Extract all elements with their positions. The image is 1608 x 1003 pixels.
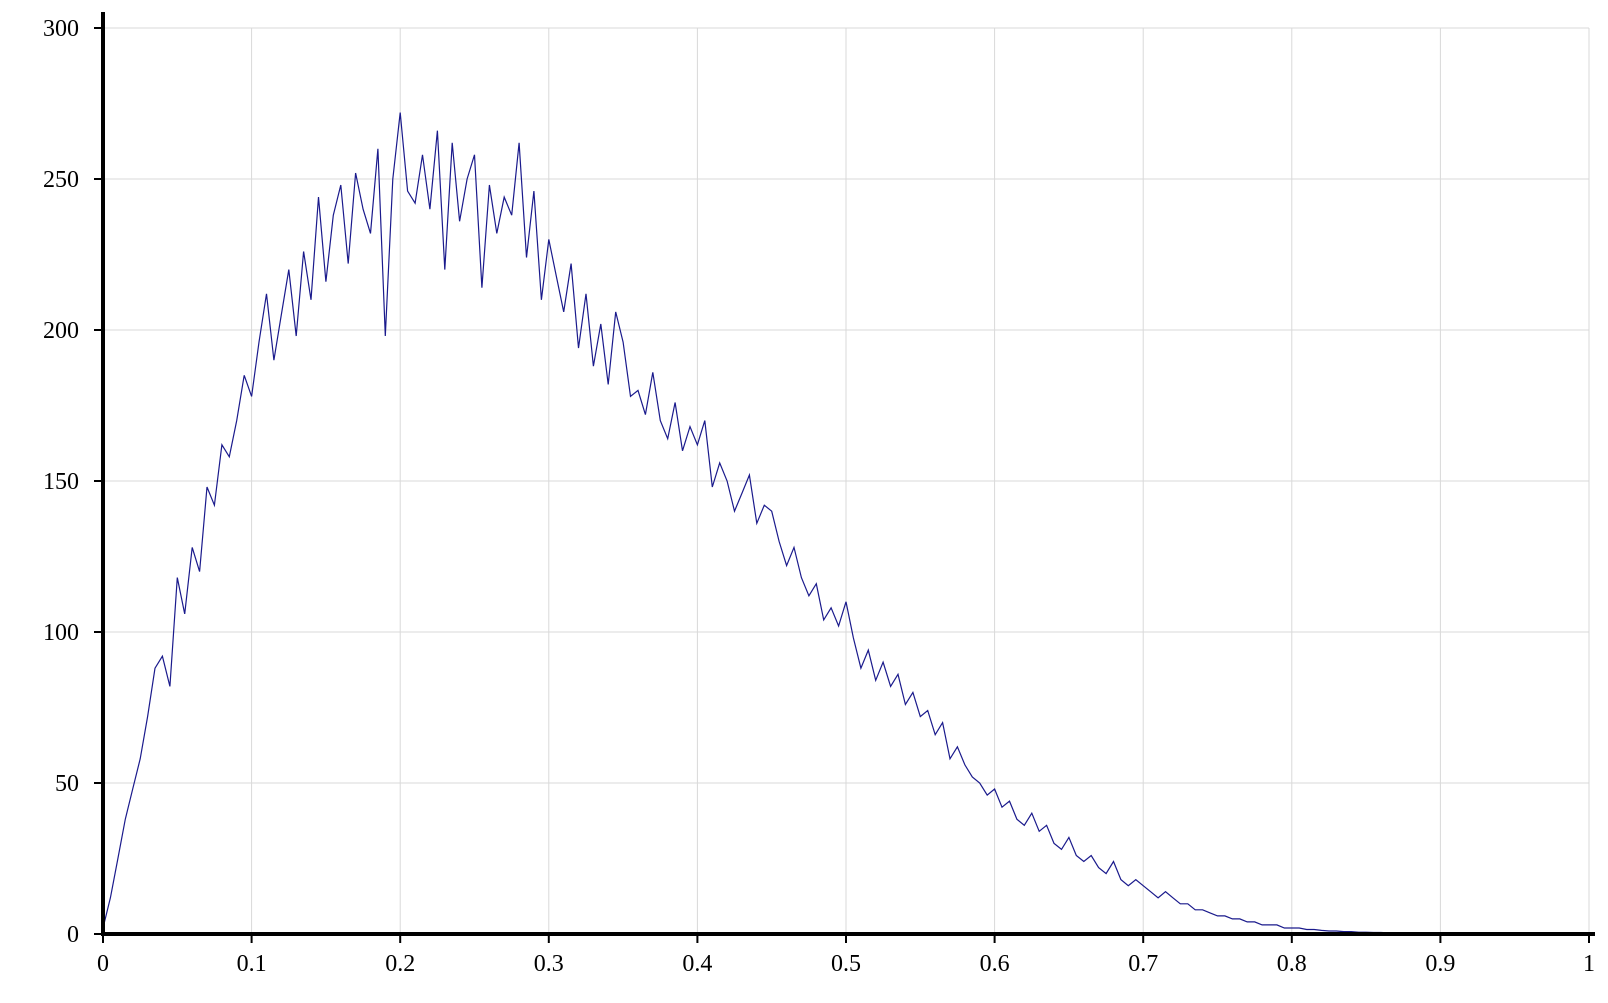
x-tick-label: 0.5	[831, 951, 861, 977]
series-layer	[102, 112, 1500, 935]
series-line-0	[102, 112, 1500, 935]
x-tick-label: 0.2	[385, 951, 415, 977]
x-tick-label: 0.6	[980, 951, 1010, 977]
y-tick-label: 250	[43, 167, 79, 193]
x-tick-label: 0.1	[237, 951, 267, 977]
tick-labels: 0 0.1 0.2 0.3 0.4 0.5 0.6 0.7 0.8 0.9 1 0 50 100 150 20…	[43, 16, 1595, 977]
x-tick-label: 0.4	[682, 951, 712, 977]
y-tick-label: 300	[43, 16, 79, 42]
y-tick-label: 0	[67, 922, 79, 948]
y-tick-label: 50	[55, 771, 79, 797]
x-tick-label: 0.3	[534, 951, 564, 977]
y-tick-label: 200	[43, 318, 79, 344]
x-tick-label: 0.8	[1277, 951, 1307, 977]
y-tick-label: 150	[43, 469, 79, 495]
axes	[94, 12, 1595, 943]
x-tick-label: 1	[1583, 951, 1595, 977]
y-tick-label: 100	[43, 620, 79, 646]
x-tick-label: 0.7	[1128, 951, 1158, 977]
x-tick-label: 0.9	[1425, 951, 1455, 977]
grid	[103, 27, 1590, 934]
x-tick-label: 0	[97, 951, 109, 977]
